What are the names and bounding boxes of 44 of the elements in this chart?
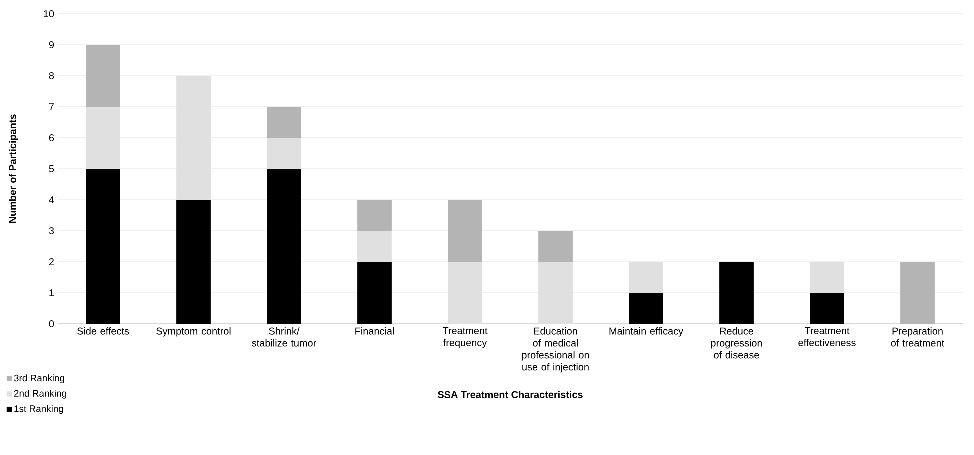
legend-label: 2nd Ranking (14, 390, 67, 399)
bar (629, 262, 664, 293)
bar (629, 293, 664, 324)
bar (720, 262, 754, 324)
bar (267, 169, 302, 324)
bar (358, 231, 392, 262)
bar (358, 200, 392, 231)
x-tick-label: Preparation of treatment (891, 328, 945, 347)
y-tick-label: 1 (50, 290, 54, 296)
bar (448, 200, 482, 262)
y-tick-label: 10 (44, 10, 54, 18)
x-tick-label: Shrink/ stabilize tumor (252, 328, 316, 347)
legend-label: 3rd Ranking (14, 374, 64, 384)
x-tick-label: Side effects (77, 328, 130, 335)
bar (810, 262, 844, 293)
y-tick-label: 2 (49, 258, 54, 266)
y-tick-label: 8 (49, 72, 54, 80)
y-axis-title: Number of Participants (9, 114, 18, 224)
y-tick-label: 5 (49, 166, 54, 172)
y-tick-label: 7 (49, 104, 54, 110)
bar (538, 231, 573, 262)
x-axis-title: SSA Treatment Characteristics (438, 391, 583, 398)
y-tick-label: 0 (49, 320, 54, 328)
y-tick-label: 4 (49, 196, 54, 204)
y-tick-label: 6 (49, 134, 54, 142)
bar (267, 106, 302, 138)
bar (86, 169, 120, 324)
y-tick-label: 3 (49, 227, 54, 235)
x-tick-label: Financial (356, 328, 394, 335)
x-tick-label: Treatment frequency (442, 328, 488, 348)
bar (176, 200, 211, 324)
bar (358, 262, 392, 324)
x-tick-label: Maintain efficacy (610, 328, 684, 337)
bar (176, 76, 211, 200)
y-tick-label: 9 (49, 41, 54, 49)
x-tick-label: Education of medical professional on use of injection (522, 328, 590, 373)
x-tick-label: Symptom control (156, 328, 231, 337)
bar (267, 138, 302, 169)
legend-label: 1st Ranking (14, 405, 64, 414)
bar (810, 293, 844, 324)
x-tick-label: Treatment effectiveness (798, 328, 856, 346)
bar (86, 44, 120, 107)
x-tick-label: Reduce progression of disease (711, 328, 762, 359)
bar (86, 106, 120, 169)
